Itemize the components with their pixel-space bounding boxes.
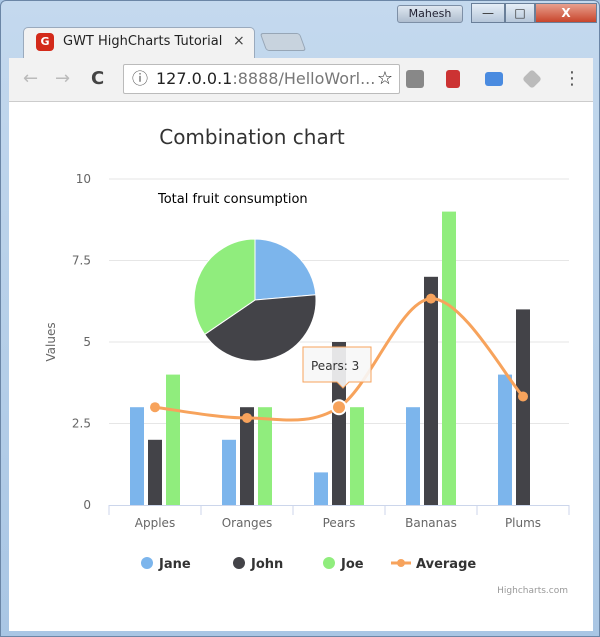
menu-icon[interactable]: ⋮ <box>563 68 581 89</box>
reload-icon[interactable]: C <box>91 68 105 89</box>
user-badge[interactable]: Mahesh <box>397 5 463 23</box>
bar-john[interactable] <box>516 309 530 505</box>
back-icon[interactable]: ← <box>23 68 39 89</box>
info-icon: ⓘ <box>132 69 149 88</box>
legend-item-jane[interactable]: Jane <box>158 557 191 572</box>
bookmark-star-icon[interactable]: ☆ <box>376 68 393 89</box>
y-tick-label: 2.5 <box>72 417 91 431</box>
tab-close-icon[interactable]: × <box>233 33 245 49</box>
pie-title: Total fruit consumption <box>157 192 308 207</box>
credits-link[interactable]: Highcharts.com <box>497 586 568 596</box>
browser-toolbar: ← → C ⓘ 127.0.0.1:8888/HelloWorl... ☆ ⋮ <box>9 58 593 102</box>
average-line <box>154 297 525 422</box>
x-tick-label: Apples <box>135 516 175 530</box>
x-tick-label: Plums <box>505 516 541 530</box>
minimize-button[interactable]: — <box>471 3 505 23</box>
forward-icon[interactable]: → <box>55 68 71 89</box>
y-axis-label: Values <box>44 322 58 361</box>
combination-chart: Combination chart Total fruit consumptio… <box>44 125 570 596</box>
bar-joe[interactable] <box>350 407 364 505</box>
legend-symbol[interactable] <box>141 557 153 569</box>
new-tab-button[interactable] <box>259 33 307 51</box>
average-point[interactable] <box>331 399 347 416</box>
bar-john[interactable] <box>148 439 162 505</box>
average-point[interactable] <box>518 391 528 402</box>
x-tick-label: Pears <box>323 516 356 530</box>
bar-joe[interactable] <box>166 374 180 505</box>
chart-title: Combination chart <box>159 125 345 149</box>
page-content: Combination chart Total fruit consumptio… <box>9 102 593 631</box>
extension-book-icon[interactable] <box>446 70 460 88</box>
legend-symbol[interactable] <box>397 559 405 567</box>
bar-joe[interactable] <box>442 211 456 505</box>
bar-john[interactable] <box>424 276 438 505</box>
favicon-icon: G <box>36 33 54 51</box>
extension-drive-icon[interactable] <box>522 69 542 89</box>
maximize-button[interactable]: □ <box>505 3 535 23</box>
x-tick-label: Bananas <box>405 516 457 530</box>
url-host: 127.0.0.1 <box>156 69 233 88</box>
average-point[interactable] <box>426 293 436 304</box>
average-point[interactable] <box>150 402 160 413</box>
bar-jane[interactable] <box>314 472 328 505</box>
extension-folder-icon[interactable] <box>485 72 503 86</box>
average-point[interactable] <box>242 412 252 423</box>
legend-item-joe[interactable]: Joe <box>340 557 364 572</box>
bar-joe[interactable] <box>258 407 272 505</box>
address-bar[interactable]: ⓘ 127.0.0.1:8888/HelloWorl... ☆ <box>123 64 400 94</box>
bar-jane[interactable] <box>130 407 144 505</box>
y-tick-label: 10 <box>76 172 91 186</box>
bar-jane[interactable] <box>406 407 420 505</box>
tab-title: GWT HighCharts Tutorial <box>63 34 223 49</box>
url-rest: :8888/HelloWorl... <box>232 69 376 88</box>
legend-symbol[interactable] <box>323 557 335 569</box>
bar-john[interactable] <box>240 407 254 505</box>
close-window-button[interactable]: X <box>535 3 597 23</box>
tooltip: Pears: 3 <box>302 346 372 389</box>
y-tick-label: 0 <box>83 498 91 512</box>
legend-item-john[interactable]: John <box>250 557 283 572</box>
tooltip-text: Pears: 3 <box>311 359 359 373</box>
pie-slice-john[interactable] <box>203 294 317 362</box>
y-tick-label: 5 <box>83 335 91 349</box>
pie-slice-jane[interactable] <box>254 238 317 301</box>
bar-jane[interactable] <box>498 374 512 505</box>
y-tick-label: 7.5 <box>72 254 91 268</box>
x-tick-label: Oranges <box>222 516 273 530</box>
extension-shield-icon[interactable] <box>406 70 424 88</box>
legend-symbol[interactable] <box>233 557 245 569</box>
legend-item-average[interactable]: Average <box>416 557 476 572</box>
pie-slice-joe[interactable] <box>193 238 256 336</box>
bar-jane[interactable] <box>222 439 236 505</box>
